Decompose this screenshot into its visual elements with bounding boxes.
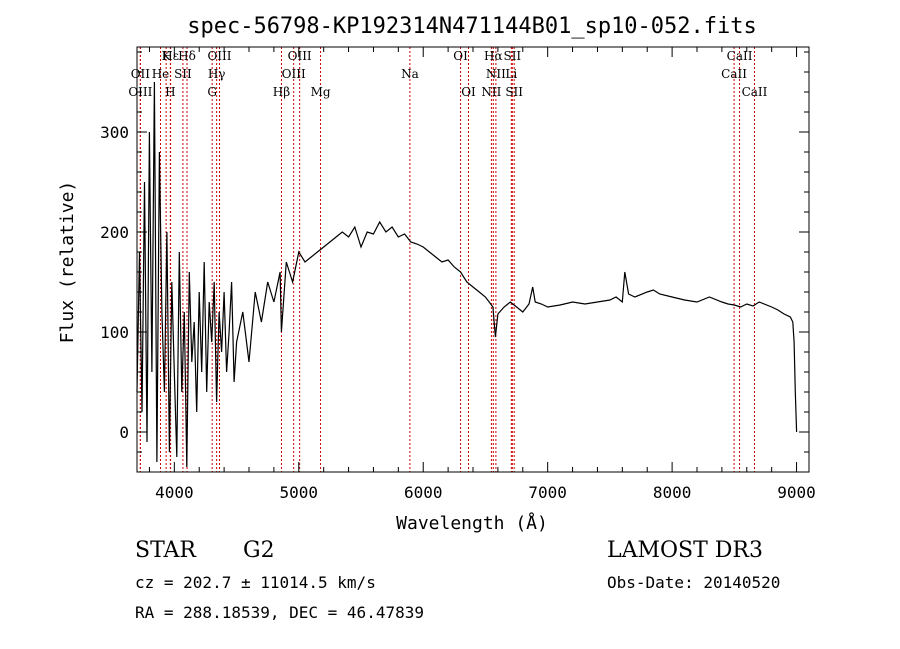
line-label-3: OIII <box>207 49 231 63</box>
x-tick-label-7000: 7000 <box>528 483 567 502</box>
spectrum-line <box>136 81 798 468</box>
line-label-13: OIII <box>282 67 306 81</box>
y-tick-label-200: 200 <box>100 223 129 242</box>
line-label-12: Hγ <box>208 67 226 81</box>
y-axis-label: Flux (relative) <box>57 181 78 344</box>
line-label-17: CaII <box>721 67 747 81</box>
line-label-9: OII <box>131 67 151 81</box>
line-label-10: He <box>152 67 170 81</box>
observation-date: Obs-Date: 20140520 <box>607 573 781 592</box>
line-label-21: Hβ <box>273 85 290 99</box>
x-tick-label-6000: 6000 <box>404 483 443 502</box>
x-tick-label-8000: 8000 <box>653 483 692 502</box>
x-tick-label-4000: 4000 <box>155 483 194 502</box>
object-subclass: G2 <box>243 538 275 563</box>
line-label-25: SII <box>505 85 523 99</box>
line-label-7: SII <box>503 49 521 63</box>
y-tick-label-100: 100 <box>100 323 129 342</box>
line-label-1: K <box>162 49 172 63</box>
line-label-8: CaII <box>727 49 753 63</box>
line-label-11: SII <box>174 67 192 81</box>
line-label-26: CaII <box>742 85 768 99</box>
line-label-19: H <box>165 85 175 99</box>
object-class: STAR <box>135 538 196 563</box>
line-label-20: G <box>207 85 217 99</box>
spectral-line-markers <box>139 47 755 472</box>
coordinates: RA = 288.18539, DEC = 46.47839 <box>135 603 424 622</box>
y-tick-label-300: 300 <box>100 123 129 142</box>
line-label-14: Na <box>401 67 419 81</box>
x-axis-label: Wavelength (Å) <box>396 512 548 534</box>
line-label-23: OI <box>461 85 476 99</box>
line-label-24: NII <box>481 85 501 99</box>
line-label-5: OI <box>453 49 468 63</box>
line-label-15: NII <box>486 67 506 81</box>
redshift-cz: cz = 202.7 ± 11014.5 km/s <box>135 573 376 592</box>
x-tick-label-5000: 5000 <box>280 483 319 502</box>
x-tick-label-9000: 9000 <box>777 483 816 502</box>
line-label-4: OIII <box>288 49 312 63</box>
line-label-16: Li <box>505 67 517 81</box>
y-tick-label-0: 0 <box>119 423 129 442</box>
line-label-6: Hα <box>484 49 503 63</box>
chart-title: spec-56798-KP192314N471144B01_sp10-052.f… <box>187 14 757 39</box>
line-label-2: Hδ <box>178 49 196 63</box>
x-axis: 4000 5000 6000 7000 8000 9000 <box>148 47 816 502</box>
survey-name: LAMOST DR3 <box>607 538 763 563</box>
y-axis: 0 100 200 300 <box>100 51 809 473</box>
plot-frame <box>136 46 810 473</box>
line-label-22: Mg <box>311 85 331 99</box>
